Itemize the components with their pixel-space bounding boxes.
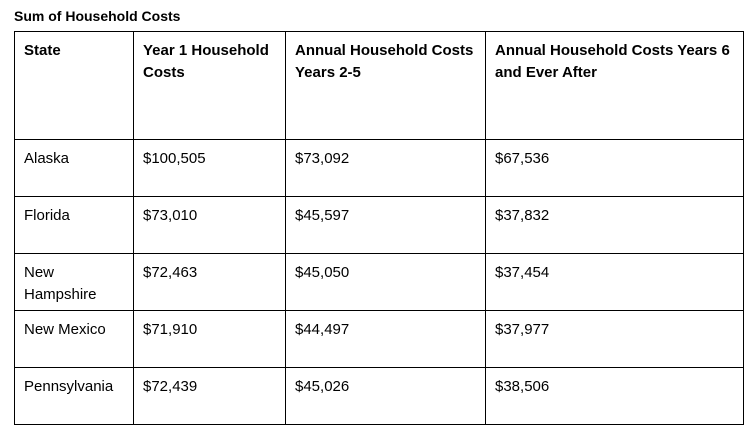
state-cell: Pennsylvania	[14, 367, 134, 425]
table-row-pennsylvania: Pennsylvania $72,439 $45,026 $38,506	[14, 367, 744, 425]
header-row: State Year 1 Household Costs Annual Hous…	[14, 31, 744, 140]
years-6-after-cost-cell: $37,454	[485, 253, 744, 311]
year1-cost-cell: $73,010	[133, 196, 286, 254]
years-2-5-cost-cell: $73,092	[285, 139, 486, 197]
years-6-after-cost-cell: $38,506	[485, 367, 744, 425]
years-2-5-cost-cell: $44,497	[285, 310, 486, 368]
years-2-5-cost-cell: $45,050	[285, 253, 486, 311]
year1-cost-cell: $72,439	[133, 367, 286, 425]
household-costs-table: State Year 1 Household Costs Annual Hous…	[14, 31, 744, 425]
state-cell: New Mexico	[14, 310, 134, 368]
years-6-after-cost-cell: $67,536	[485, 139, 744, 197]
years-6-after-cost-cell: $37,977	[485, 310, 744, 368]
state-cell: New Hampshire	[14, 253, 134, 311]
state-cell: Florida	[14, 196, 134, 254]
years-6-after-cost-cell: $37,832	[485, 196, 744, 254]
column-header-state: State	[14, 31, 134, 140]
column-header-years-2-5-costs: Annual Household Costs Years 2-5	[285, 31, 486, 140]
column-header-year1-costs: Year 1 Household Costs	[133, 31, 286, 140]
years-2-5-cost-cell: $45,026	[285, 367, 486, 425]
table-row-florida: Florida $73,010 $45,597 $37,832	[14, 196, 744, 254]
years-2-5-cost-cell: $45,597	[285, 196, 486, 254]
table-title: Sum of Household Costs	[14, 8, 181, 24]
column-header-years-6-after-costs: Annual Household Costs Years 6 and Ever …	[485, 31, 744, 140]
state-cell: Alaska	[14, 139, 134, 197]
table-row-new-mexico: New Mexico $71,910 $44,497 $37,977	[14, 310, 744, 368]
year1-cost-cell: $72,463	[133, 253, 286, 311]
year1-cost-cell: $100,505	[133, 139, 286, 197]
table-row-new-hampshire: New Hampshire $72,463 $45,050 $37,454	[14, 253, 744, 311]
year1-cost-cell: $71,910	[133, 310, 286, 368]
table-row-alaska: Alaska $100,505 $73,092 $67,536	[14, 139, 744, 197]
